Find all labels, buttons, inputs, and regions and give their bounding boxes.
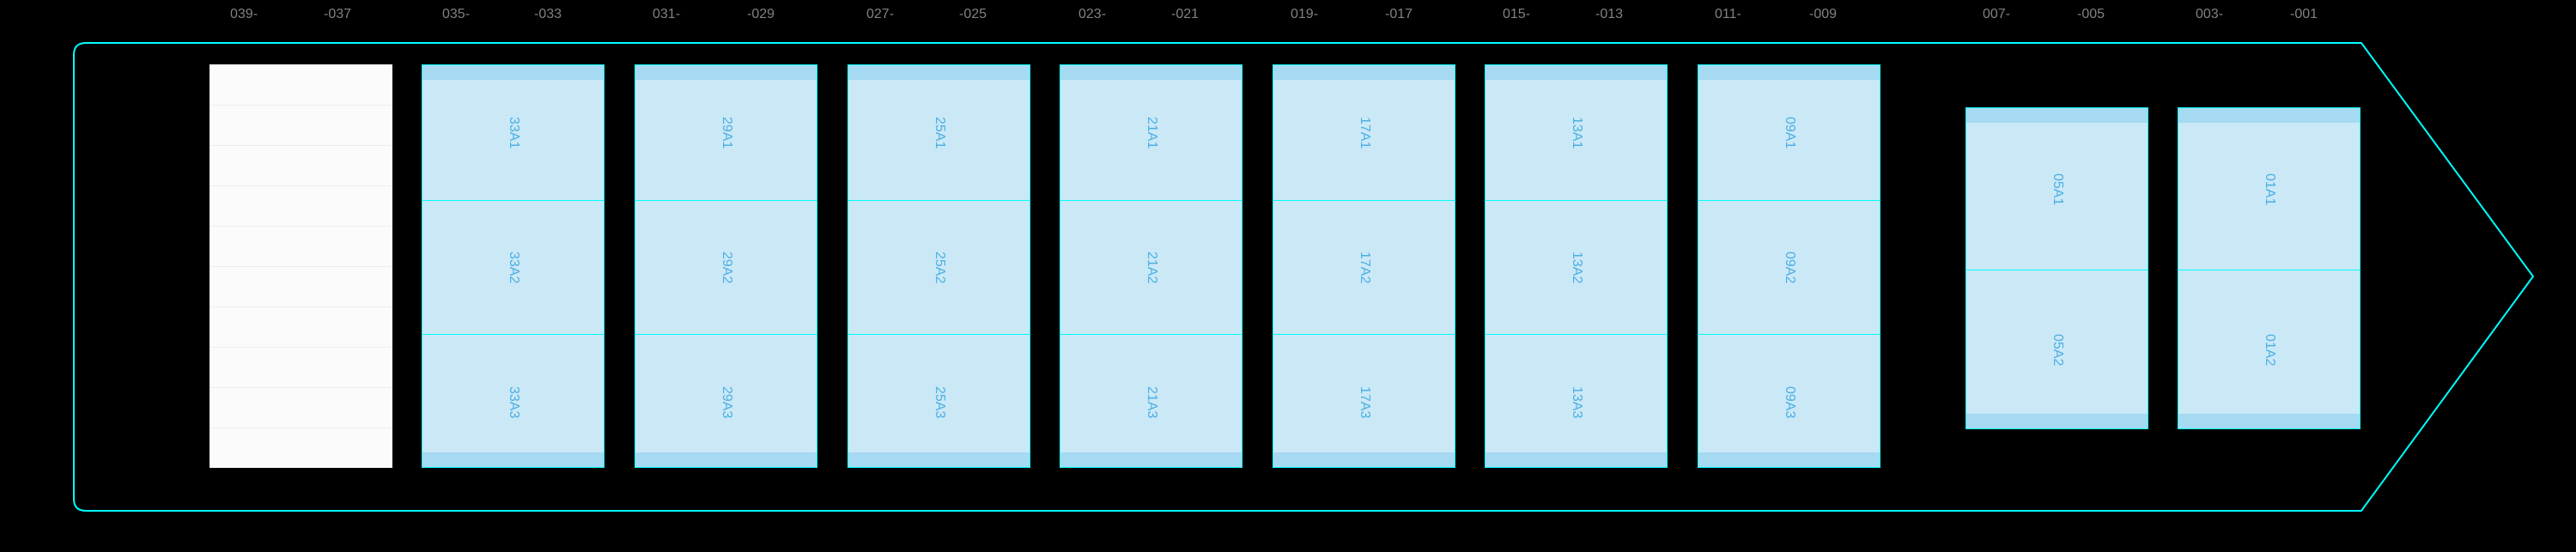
- column-label: 023-: [1078, 7, 1106, 22]
- header-labels: 039- -037 035- -033 031- -029 027- -025 023- -021…: [0, 0, 2576, 34]
- bay-row-label: 01A1: [2262, 173, 2277, 205]
- bay-row-label: 25A2: [932, 252, 947, 283]
- bay-panel-25A[interactable]: 25A1 25A2 25A3: [848, 64, 1030, 468]
- bay-edge-bottom: [2178, 414, 2360, 428]
- bay-row-label: 05A1: [2050, 173, 2065, 205]
- bay-row-label: 33A3: [506, 386, 521, 418]
- bay-row-sep: [1698, 334, 1880, 335]
- bay-row-label: 09A2: [1782, 252, 1797, 283]
- bay-panel-21A[interactable]: 21A1 21A2 21A3: [1060, 64, 1242, 468]
- column-label: -001: [2290, 7, 2318, 22]
- bay-row-label: 29A1: [719, 117, 734, 149]
- column-label: -021: [1171, 7, 1199, 22]
- bay-row-sep: [848, 200, 1030, 201]
- bay-row-label: 17A1: [1357, 117, 1372, 149]
- column-label: -005: [2077, 7, 2105, 22]
- bay-edge-top: [2178, 108, 2360, 123]
- bay-row-label: 13A3: [1569, 386, 1584, 418]
- bay-row-label: 09A3: [1782, 386, 1797, 418]
- bay-panel-33A[interactable]: 33A1 33A2 33A3: [422, 64, 605, 468]
- bay-row-sep: [1060, 200, 1242, 201]
- column-label: -017: [1385, 7, 1413, 22]
- bay-row-label: 13A1: [1569, 117, 1584, 149]
- bay-row-label: 17A2: [1357, 252, 1372, 283]
- column-label: 027-: [866, 7, 894, 22]
- bay-panel-09A[interactable]: 09A1 09A2 09A3: [1698, 64, 1880, 468]
- column-label: 035-: [442, 7, 470, 22]
- bay-panel-13A[interactable]: 13A1 13A2 13A3: [1485, 64, 1668, 468]
- bay-edge-bottom: [1698, 452, 1880, 467]
- bay-row-label: 05A2: [2050, 334, 2065, 366]
- bay-row-label: 33A2: [506, 252, 521, 283]
- bay-edge-bottom: [422, 452, 604, 467]
- column-label: -013: [1595, 7, 1623, 22]
- bay-edge-top: [422, 65, 604, 80]
- column-label: 011-: [1715, 7, 1741, 22]
- column-label: 007-: [1983, 7, 2010, 22]
- gray-row-sep: [210, 387, 392, 388]
- bay-panel-05A[interactable]: 05A1 05A2: [1965, 107, 2148, 429]
- bay-row-sep: [422, 334, 604, 335]
- column-label: -033: [534, 7, 562, 22]
- bay-row-label: 17A3: [1357, 386, 1372, 418]
- bay-row-label: 21A3: [1144, 386, 1159, 418]
- bay-row-label: 25A1: [932, 117, 947, 149]
- bay-edge-top: [1485, 65, 1667, 80]
- bay-row-label: 21A1: [1144, 117, 1159, 149]
- bay-edge-top: [848, 65, 1030, 80]
- column-label: 015-: [1503, 7, 1530, 22]
- column-label: 031-: [653, 7, 680, 22]
- gray-row-sep: [210, 105, 392, 106]
- bay-edge-bottom: [1060, 452, 1242, 467]
- bay-row-sep: [635, 200, 817, 201]
- bay-edge-top: [1698, 65, 1880, 80]
- gray-row-sep: [210, 145, 392, 146]
- gray-row-sep: [210, 347, 392, 348]
- bay-edge-top: [1060, 65, 1242, 80]
- bay-row-sep: [422, 200, 604, 201]
- bay-row-label: 01A2: [2262, 334, 2277, 366]
- bay-edge-top: [1273, 65, 1455, 80]
- bay-row-label: 09A1: [1782, 117, 1797, 149]
- bay-edge-bottom: [635, 452, 817, 467]
- bay-row-sep: [1698, 200, 1880, 201]
- bay-panel-29A[interactable]: 29A1 29A2 29A3: [635, 64, 817, 468]
- gray-row-sep: [210, 266, 392, 267]
- bay-row-sep: [1485, 334, 1667, 335]
- bay-row-sep: [1485, 200, 1667, 201]
- bay-edge-top: [635, 65, 817, 80]
- bay-edge-top: [1966, 108, 2148, 123]
- superstructure-panel: [210, 64, 392, 468]
- bay-edge-bottom: [1966, 414, 2148, 428]
- column-label: -029: [747, 7, 775, 22]
- bay-row-sep: [848, 334, 1030, 335]
- bay-row-label: 13A2: [1569, 252, 1584, 283]
- column-label: 019-: [1291, 7, 1318, 22]
- gray-row-sep: [210, 226, 392, 227]
- ship-bay-diagram: 039- -037 035- -033 031- -029 027- -025 023- -021…: [0, 0, 2576, 552]
- bay-row-sep: [635, 334, 817, 335]
- bay-row-label: 21A2: [1144, 252, 1159, 283]
- column-label: -037: [324, 7, 351, 22]
- bay-row-sep: [1273, 334, 1455, 335]
- bay-row-sep: [1060, 334, 1242, 335]
- bay-row-label: 33A1: [506, 117, 521, 149]
- bay-edge-bottom: [1273, 452, 1455, 467]
- bay-row-sep: [1273, 200, 1455, 201]
- bay-row-label: 25A3: [932, 386, 947, 418]
- column-label: -025: [959, 7, 987, 22]
- bay-edge-bottom: [1485, 452, 1667, 467]
- gray-row-sep: [210, 185, 392, 186]
- column-label: 003-: [2196, 7, 2223, 22]
- bay-row-label: 29A3: [719, 386, 734, 418]
- gray-row-sep: [210, 306, 392, 307]
- bay-panel-01A[interactable]: 01A1 01A2: [2178, 107, 2360, 429]
- bay-row-label: 29A2: [719, 252, 734, 283]
- bay-panel-17A[interactable]: 17A1 17A2 17A3: [1273, 64, 1455, 468]
- column-label: 039-: [230, 7, 258, 22]
- column-label: -009: [1809, 7, 1837, 22]
- bay-edge-bottom: [848, 452, 1030, 467]
